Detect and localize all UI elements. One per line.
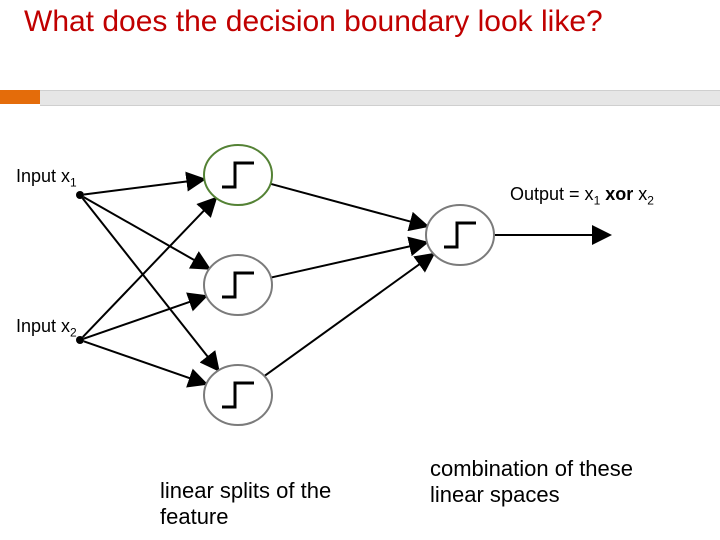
accent-gray (40, 90, 720, 106)
accent-orange (0, 90, 40, 104)
edge (271, 184, 428, 226)
label-output: Output = x1 xor x2 (510, 184, 654, 208)
label-input-x2: Input x2 (16, 316, 77, 340)
caption-linear-splits: linear splits of the feature (160, 478, 360, 531)
neuron-node (204, 145, 272, 205)
step-function-icon (222, 273, 254, 297)
step-function-icon (222, 383, 254, 407)
input-point (76, 336, 84, 344)
edge (83, 197, 209, 269)
input-point (76, 191, 84, 199)
edge (82, 198, 218, 370)
accent-bar (0, 90, 720, 104)
neuron-node (426, 205, 494, 265)
edge (264, 254, 433, 376)
neuron-node (204, 365, 272, 425)
edge (84, 179, 204, 194)
step-function-icon (222, 163, 254, 187)
step-function-icon (444, 223, 476, 247)
caption-combination: combination of these linear spaces (430, 456, 640, 509)
edge (271, 242, 427, 277)
neuron-node (204, 255, 272, 315)
edge (83, 198, 216, 337)
edge (84, 296, 207, 339)
edge (84, 341, 207, 384)
label-input-x1: Input x1 (16, 166, 77, 190)
slide-title: What does the decision boundary look lik… (24, 4, 664, 40)
